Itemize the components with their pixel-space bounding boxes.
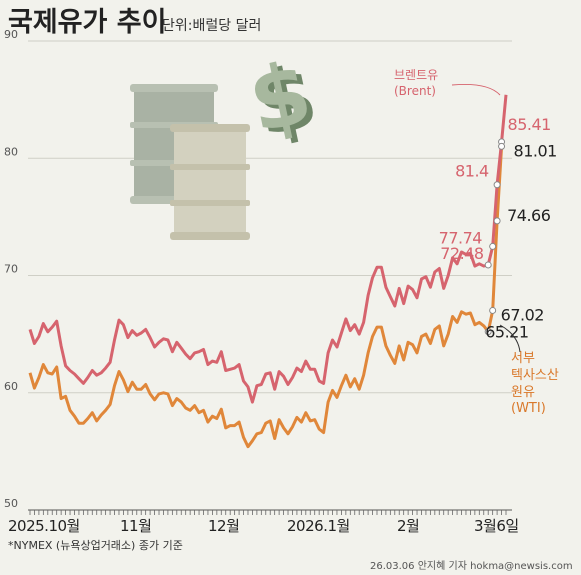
data-point — [493, 181, 501, 189]
credit-line: 26.03.06 안지혜 기자 hokma@newsis.com — [370, 560, 573, 572]
legend-wti-name-3: 원유 — [511, 385, 535, 400]
unit-label: 단위:배럴당 달러 — [162, 18, 261, 34]
data-label: 74.66 — [507, 206, 551, 225]
series-line-brent — [28, 94, 508, 404]
x-tick-label: 2월 — [397, 517, 419, 535]
legend-wti-name-2: 텍사스산 — [511, 368, 559, 383]
y-axis-ticks: 50 60 70 80 90 — [4, 28, 18, 510]
series-line-wti — [28, 146, 504, 449]
data-point — [489, 242, 497, 250]
legend-wti-name-1: 서부 — [511, 351, 535, 366]
data-point — [489, 306, 497, 314]
y-tick-label: 80 — [4, 145, 18, 158]
y-tick-label: 70 — [4, 263, 18, 276]
x-axis: 2025.10월 11월 12월 2026.1월 2월 3월6일 — [8, 509, 519, 535]
data-label: 77.74 — [439, 228, 483, 247]
data-point — [484, 261, 492, 269]
data-label: 85.41 — [508, 115, 551, 134]
svg-text:텍사스산: 텍사스산 — [511, 368, 559, 383]
legend-brent-name-en: (Brent) — [394, 84, 436, 98]
data-label: 81.01 — [514, 141, 557, 160]
data-label: 67.02 — [501, 305, 544, 324]
data-label: 65.21 — [485, 323, 528, 342]
svg-text:$: $ — [241, 43, 320, 153]
x-tick-label: 2025.10월 — [8, 517, 80, 535]
dollar-sign-icon: $ $ — [241, 43, 326, 157]
y-tick-label: 50 — [4, 497, 18, 510]
data-point — [498, 142, 506, 150]
page-title: 국제유가 추이 — [8, 7, 166, 38]
x-tick-label: 2026.1월 — [287, 517, 350, 535]
legend-brent: 브렌트유 (Brent) — [394, 68, 501, 98]
y-tick-label: 60 — [4, 380, 18, 393]
x-tick-label: 3월6일 — [474, 517, 519, 535]
data-label: 81.4 — [455, 162, 489, 181]
legend-wti: 서부 텍사스산 원유 (WTI) — [499, 324, 559, 416]
x-tick-label: 12월 — [208, 517, 239, 535]
data-point — [493, 217, 501, 225]
legend-wti-name-en: (WTI) — [511, 401, 546, 416]
oil-barrel-icon — [130, 84, 250, 240]
y-tick-label: 90 — [4, 28, 18, 41]
data-point — [484, 328, 492, 336]
legend-brent-name: 브렌트유 — [394, 68, 438, 82]
svg-text:서부: 서부 — [511, 351, 535, 366]
data-points — [484, 138, 506, 336]
source-note: *NYMEX (뉴욕상업거래소) 종가 기준 — [8, 539, 183, 552]
x-tick-label: 11월 — [120, 517, 151, 535]
data-label: 72.48 — [440, 244, 484, 263]
svg-text:원유: 원유 — [511, 385, 535, 400]
